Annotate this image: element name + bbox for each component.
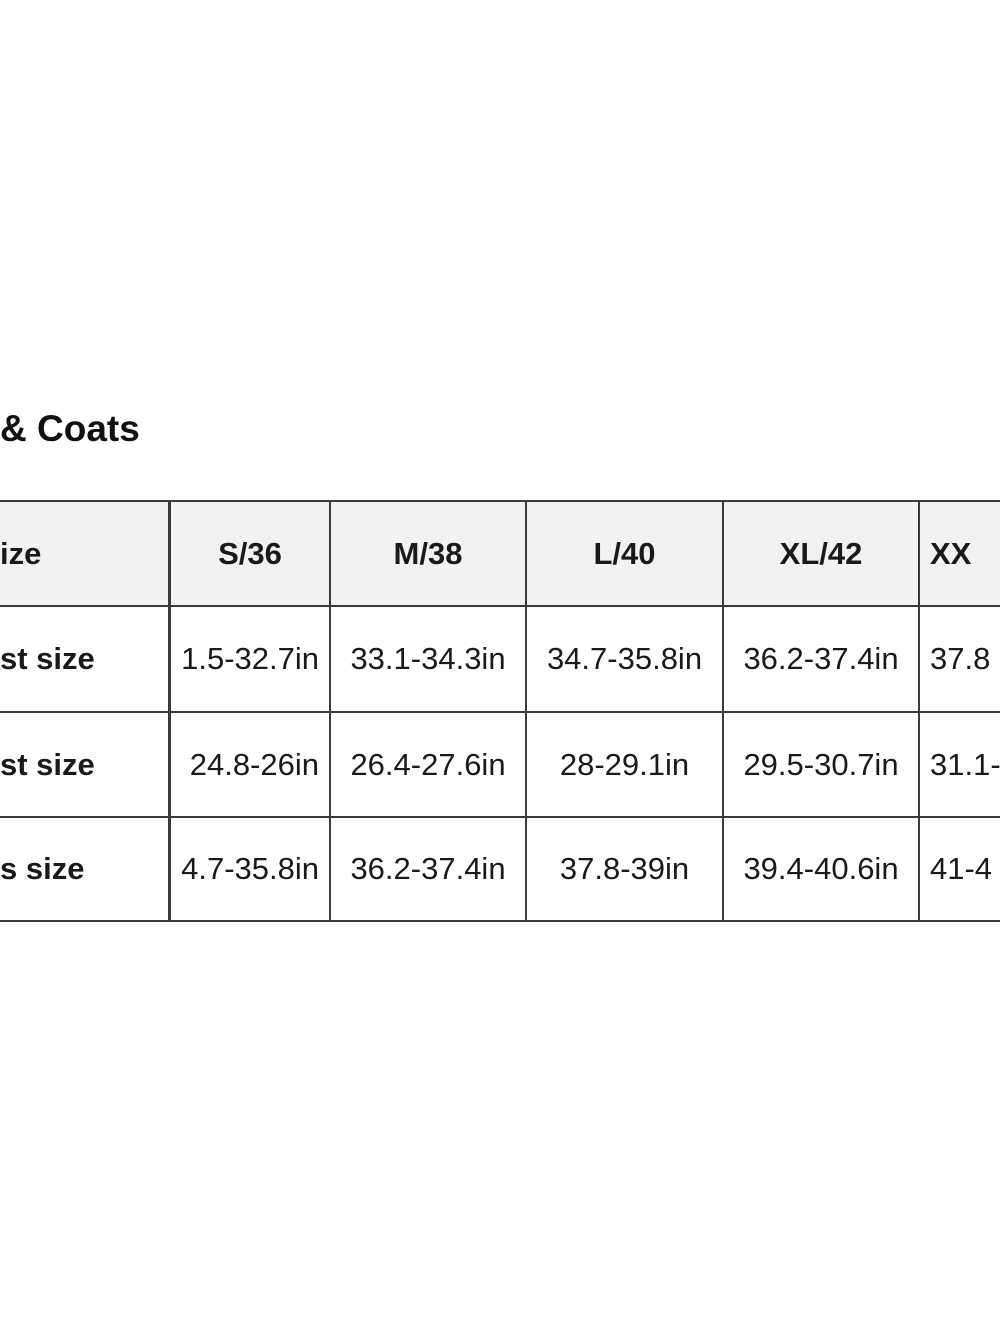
header-cell: S/36	[171, 502, 331, 607]
header-cell: M/38	[331, 502, 527, 607]
table-cell: 37.8	[920, 607, 1000, 713]
header-cell: L/40	[527, 502, 724, 607]
title: & Coats	[0, 408, 140, 449]
table-cell: st size	[0, 713, 171, 818]
table-cell: 26.4-27.6in	[331, 713, 527, 818]
table-cell: 1.5-32.7in	[171, 607, 331, 713]
table-cell: 4.7-35.8in	[171, 818, 331, 922]
table-cell: st size	[0, 607, 171, 713]
header-cell: XL/42	[724, 502, 920, 607]
table-cell: 24.8-26in	[171, 713, 331, 818]
table-cell: 31.1-	[920, 713, 1000, 818]
table-cell: 39.4-40.6in	[724, 818, 920, 922]
table-cell: 33.1-34.3in	[331, 607, 527, 713]
table-cell: 36.2-37.4in	[724, 607, 920, 713]
table-cell: 29.5-30.7in	[724, 713, 920, 818]
table-cell: s size	[0, 818, 171, 922]
table-cell: 36.2-37.4in	[331, 818, 527, 922]
table-cell: 41-4	[920, 818, 1000, 922]
table-cell: 28-29.1in	[527, 713, 724, 818]
header-cell: XX	[920, 502, 1000, 607]
size-table: ize S/36 M/38 L/40 XL/42 XX st size 1.5-32.7in 3…	[0, 500, 1000, 924]
table-cell: 34.7-35.8in	[527, 607, 724, 713]
header-cell: ize	[0, 502, 171, 607]
table-cell: 37.8-39in	[527, 818, 724, 922]
